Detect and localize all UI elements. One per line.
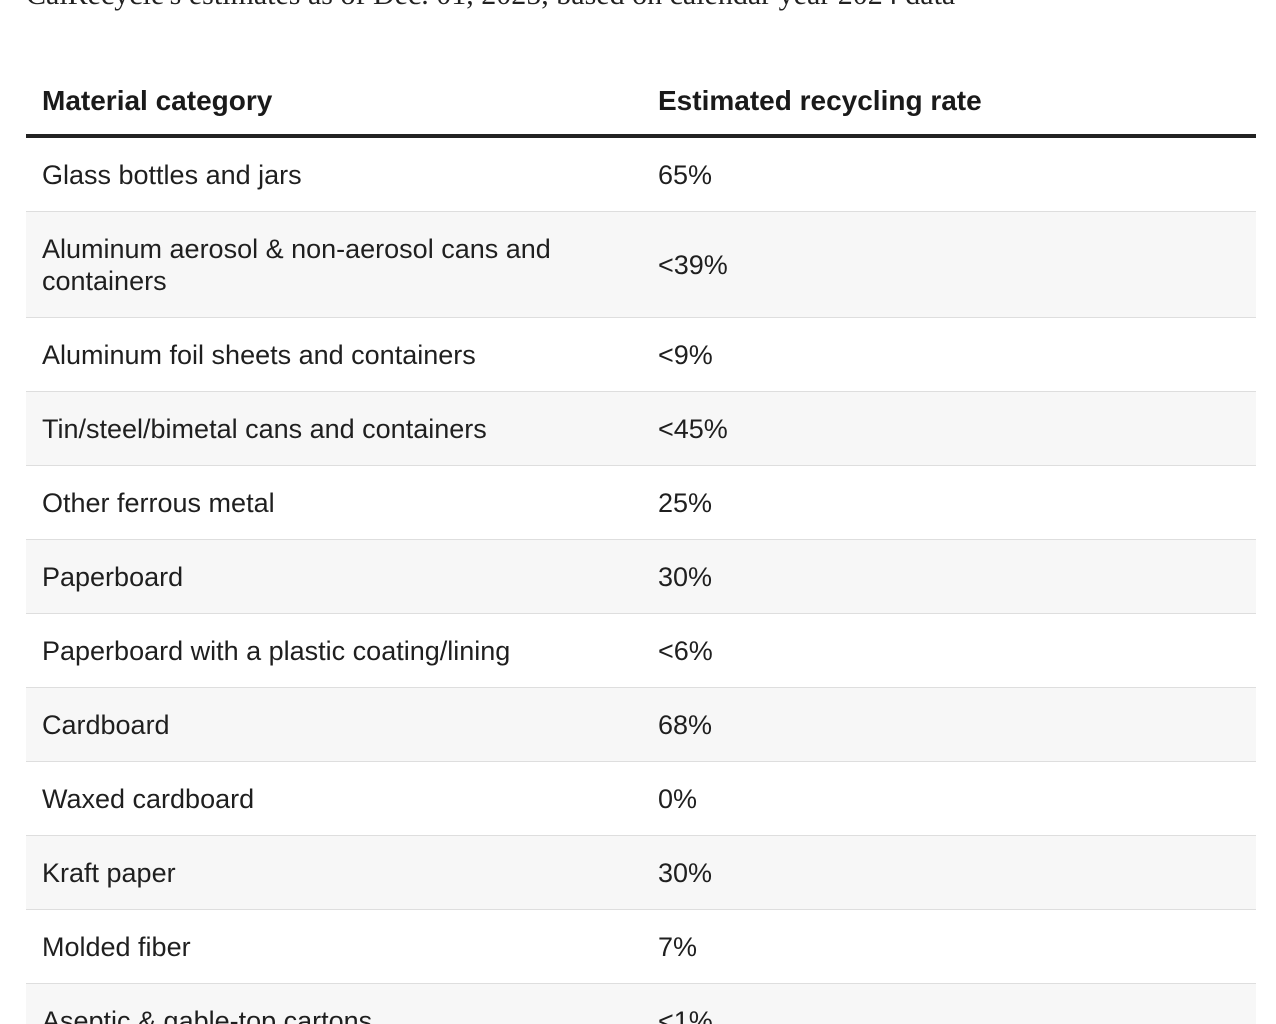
material-cell: Tin/steel/bimetal cans and containers xyxy=(26,391,642,466)
rate-cell: 0% xyxy=(642,761,1256,836)
header-row: Material category Estimated recycling ra… xyxy=(26,66,1256,138)
table-row: Glass bottles and jars 65% xyxy=(26,136,1256,212)
material-cell: Glass bottles and jars xyxy=(26,136,642,212)
rate-cell: <9% xyxy=(642,317,1256,392)
table-header: Material category Estimated recycling ra… xyxy=(26,66,1256,138)
table-caption: CalRecycle's estimates as of Dec. 01, 20… xyxy=(26,0,955,12)
material-cell: Cardboard xyxy=(26,687,642,762)
material-cell: Aluminum aerosol & non-aerosol cans and … xyxy=(26,211,642,318)
material-cell: Waxed cardboard xyxy=(26,761,642,836)
table-row: Waxed cardboard 0% xyxy=(26,761,1256,836)
table-row: Tin/steel/bimetal cans and containers <45… xyxy=(26,391,1256,466)
rate-cell: <45% xyxy=(642,391,1256,466)
table-row: Paperboard with a plastic coating/lining… xyxy=(26,613,1256,688)
material-cell: Aseptic & gable-top cartons xyxy=(26,983,642,1024)
table-row: Molded fiber 7% xyxy=(26,909,1256,984)
table-row: Paperboard 30% xyxy=(26,539,1256,614)
material-cell: Molded fiber xyxy=(26,909,642,984)
table-row: Other ferrous metal 25% xyxy=(26,465,1256,540)
rate-cell: <39% xyxy=(642,211,1256,318)
recycling-table: Material category Estimated recycling ra… xyxy=(26,66,1256,1024)
column-header: Material category xyxy=(26,66,642,138)
column-header: Estimated recycling rate xyxy=(642,66,1256,138)
rate-cell: 30% xyxy=(642,539,1256,614)
rate-cell: <1% xyxy=(642,983,1256,1024)
material-cell: Kraft paper xyxy=(26,835,642,910)
table-row: Aluminum foil sheets and containers <9% xyxy=(26,317,1256,392)
rate-cell: 68% xyxy=(642,687,1256,762)
table-body: Glass bottles and jars 65% Aluminum aeroso… xyxy=(26,136,1256,1024)
material-cell: Aluminum foil sheets and containers xyxy=(26,317,642,392)
material-cell: Paperboard xyxy=(26,539,642,614)
rate-cell: 7% xyxy=(642,909,1256,984)
table-row: Aluminum aerosol & non-aerosol cans and … xyxy=(26,211,1256,318)
table-row: Kraft paper 30% xyxy=(26,835,1256,910)
table-row: Aseptic & gable-top cartons <1% xyxy=(26,983,1256,1024)
material-cell: Other ferrous metal xyxy=(26,465,642,540)
material-cell: Paperboard with a plastic coating/lining xyxy=(26,613,642,688)
rate-cell: 25% xyxy=(642,465,1256,540)
rate-cell: 30% xyxy=(642,835,1256,910)
rate-cell: 65% xyxy=(642,136,1256,212)
rate-cell: <6% xyxy=(642,613,1256,688)
table-row: Cardboard 68% xyxy=(26,687,1256,762)
